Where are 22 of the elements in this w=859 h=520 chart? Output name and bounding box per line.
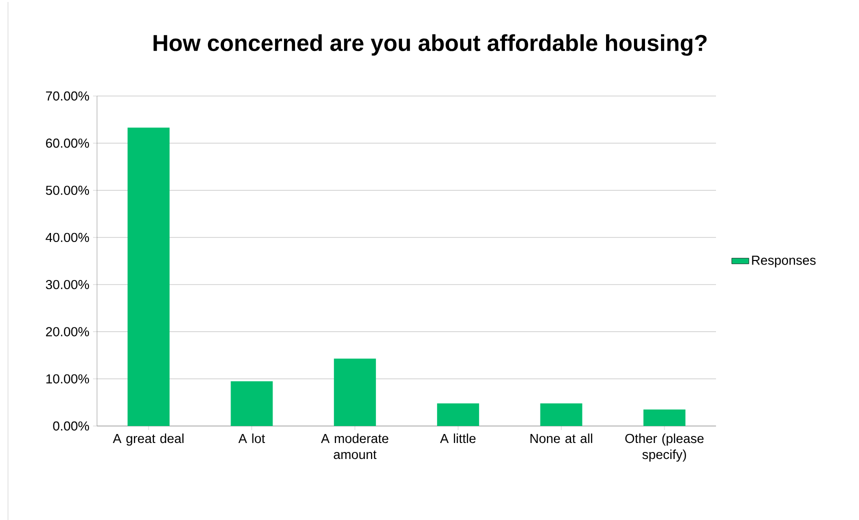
legend-label: Responses bbox=[752, 256, 816, 268]
chart-title: How concerned are you about affordable housing? bbox=[154, 34, 707, 56]
bar bbox=[540, 403, 582, 426]
bar bbox=[230, 381, 273, 426]
y-tick-label: 0.00% bbox=[53, 421, 90, 431]
x-tick-label: A little bbox=[440, 434, 476, 444]
bar bbox=[128, 128, 170, 426]
y-tick-label: 20.00% bbox=[46, 327, 90, 336]
bar bbox=[437, 403, 480, 426]
y-tick-label: 70.00% bbox=[46, 91, 90, 101]
y-tick-label: 40.00% bbox=[46, 232, 90, 242]
bar bbox=[643, 410, 686, 426]
x-tick-label: A moderate amount bbox=[320, 434, 388, 460]
y-tick-label: 50.00% bbox=[46, 186, 90, 195]
x-tick-label: Other (please specify) bbox=[625, 434, 704, 462]
y-tick-label: 30.00% bbox=[46, 280, 90, 290]
y-tick-label: 60.00% bbox=[46, 138, 90, 148]
x-tick-label: None at all bbox=[530, 434, 592, 444]
bar bbox=[334, 358, 376, 426]
x-tick-label: A great deal bbox=[112, 434, 184, 446]
y-tick-label: 10.00% bbox=[46, 374, 90, 384]
x-tick-label: A lot bbox=[238, 434, 266, 444]
